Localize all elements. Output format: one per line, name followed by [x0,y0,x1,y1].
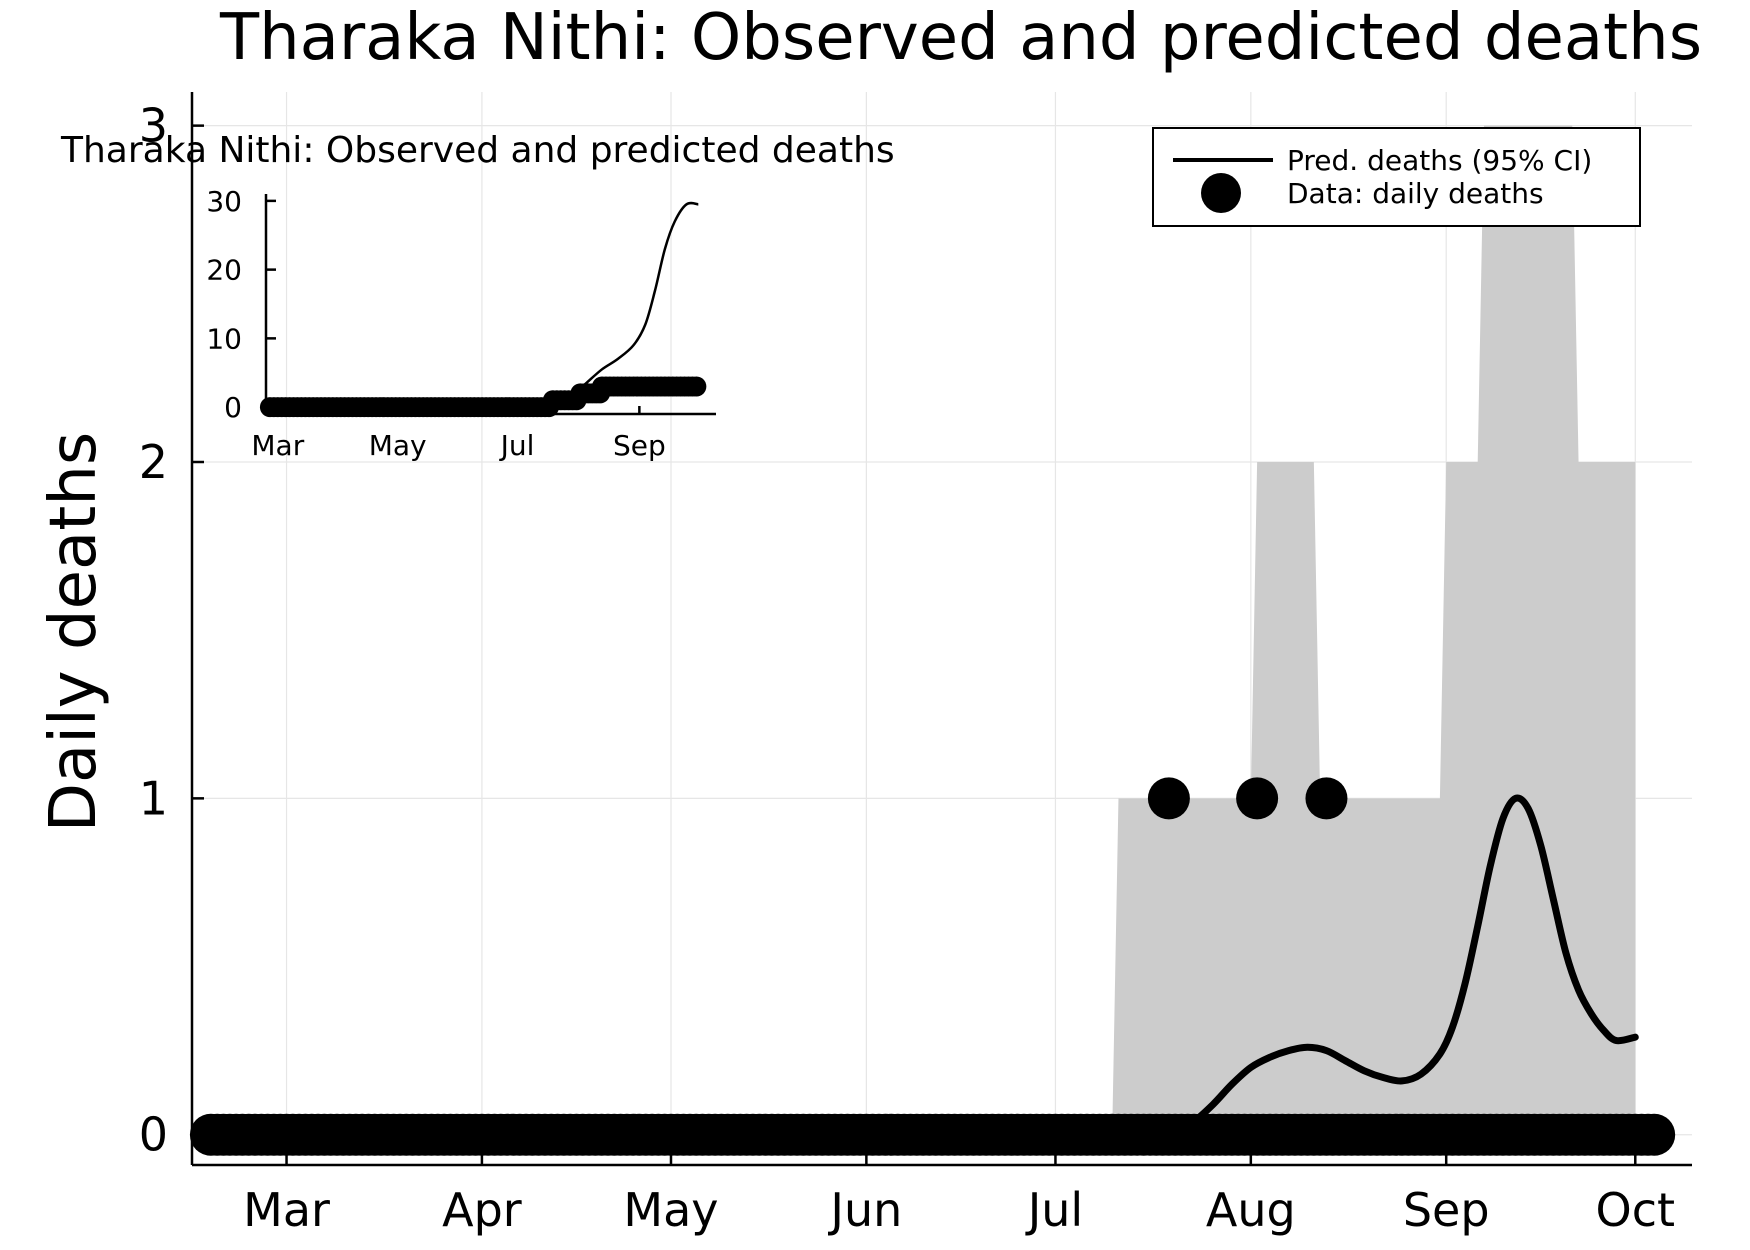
data-point-0 [1147,777,1190,820]
legend-label-data: Data: daily deaths [1287,177,1544,210]
inset-x-tick-label-1: May [369,429,427,462]
main-y-tick-label-1: 1 [139,771,168,825]
legend: Pred. deaths (95% CI) Data: daily deaths [1152,127,1641,227]
inset-data-point-109 [686,376,707,397]
legend-label-predicted: Pred. deaths (95% CI) [1287,144,1592,177]
inset-y-tick-label-1: 10 [206,322,242,355]
data-point-zero-229 [1633,1113,1676,1156]
inset-chart-title: Tharaka Nithi: Observed and predicted de… [60,130,895,171]
inset-y-tick-label-3: 30 [206,185,242,218]
main-x-tick-label-6: Sep [1403,1183,1490,1237]
data-point-2 [1305,777,1348,820]
main-y-axis-label: Daily deaths [37,432,111,833]
inset-x-tick-label-0: Mar [251,429,304,462]
inset-x-ticks: Mar May Jul Sep [251,406,666,462]
ci-band-area [1112,125,1636,1135]
main-x-ticks: Mar Apr May Jun Jul Aug Sep Oct [243,1153,1675,1237]
inset-x-tick-label-3: Sep [613,429,666,462]
main-y-tick-label-3: 3 [139,99,168,153]
main-data-points [189,777,1676,1156]
main-x-tick-label-4: Jul [1025,1183,1084,1237]
inset-x-tick-label-2: Jul [499,429,535,462]
inset-y-tick-label-0: 0 [224,391,242,424]
main-x-tick-label-0: Mar [243,1183,330,1237]
main-axes [190,92,1692,1167]
main-y-tick-label-2: 2 [139,435,168,489]
main-y-tick-label-0: 0 [139,1108,168,1162]
main-chart-title: Tharaka Nithi: Observed and predicted de… [219,1,1702,75]
inset-y-tick-label-2: 20 [206,254,242,287]
main-ci-band [1112,125,1636,1135]
main-x-tick-label-7: Oct [1596,1183,1676,1237]
legend-box [1152,127,1641,227]
main-y-ticks: 0 1 2 3 [139,99,204,1162]
inset-plot: Tharaka Nithi: Observed and predicted de… [60,130,895,462]
inset-y-ticks: 0 10 20 30 [206,185,276,424]
main-x-tick-label-2: May [623,1183,718,1237]
main-x-tick-label-5: Aug [1206,1183,1296,1237]
main-x-tick-label-3: Jun [827,1183,902,1237]
inset-data-points [259,376,707,418]
legend-dot-symbol [1201,173,1241,213]
main-plot: Tharaka Nithi: Observed and predicted de… [37,1,1702,1237]
data-point-1 [1236,777,1279,820]
main-x-tick-label-1: Apr [442,1183,522,1237]
